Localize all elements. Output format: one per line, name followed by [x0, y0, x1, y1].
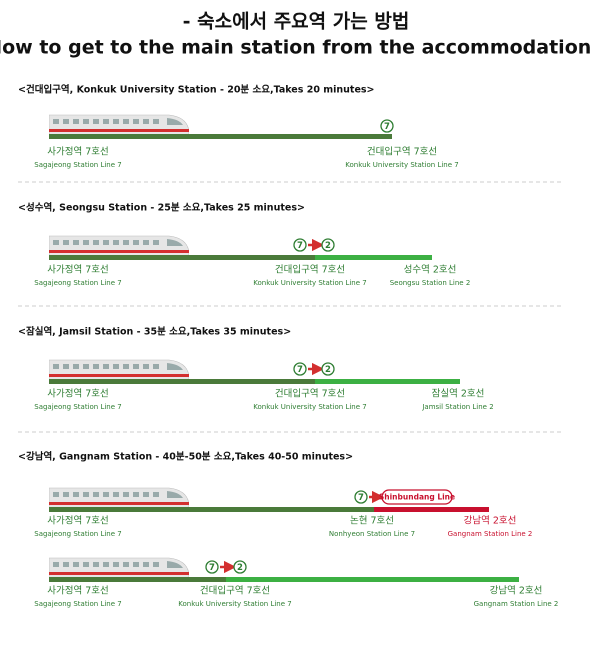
station-en: Sagajeong Station Line 7 [34, 530, 121, 538]
station-en: Nonhyeon Station Line 7 [329, 530, 415, 538]
badge: 7 [380, 119, 394, 133]
station-en: Sagajeong Station Line 7 [34, 403, 121, 411]
heading: <성수역, Seongsu Station - 25분 소요,Takes 25 … [18, 202, 305, 214]
station-ko: 건대입구역 7호선 [275, 388, 345, 400]
heading: <건대입구역, Konkuk University Station - 20분 … [18, 84, 375, 96]
badge: 7 [293, 362, 307, 376]
badge-label: 7 [358, 493, 364, 503]
title: - 숙소에서 주요역 가는 방법 [183, 11, 410, 33]
heading: <강남역, Gangnam Station - 40분-50분 소요,Takes… [18, 451, 353, 463]
station-ko: 건대입구역 7호선 [200, 585, 270, 597]
station-ko: 강남역 2호선 [490, 586, 543, 597]
heading: <잠실역, Jamsil Station - 35분 소요,Takes 35 m… [18, 326, 291, 338]
line-2 [226, 577, 519, 582]
line-shinbundang [374, 507, 489, 512]
station-en: Sagajeong Station Line 7 [34, 600, 121, 608]
station-en: Konkuk University Station Line 7 [345, 161, 458, 169]
station-ko: 사가정역 7호선 [47, 147, 109, 158]
badge: 7 [293, 238, 307, 252]
train [49, 235, 189, 256]
badge-pill: Shinbundang Line [379, 489, 455, 505]
station-ko: 논현 7호선 [350, 516, 394, 527]
station-ko: 건대입구역 7호선 [367, 146, 437, 158]
line-2 [315, 379, 460, 384]
station-ko: 사가정역 7호선 [47, 516, 109, 527]
badge-label: 7 [209, 563, 215, 573]
station-ko: 건대입구역 7호선 [275, 264, 345, 276]
line-7 [49, 379, 315, 384]
badge-label: 7 [297, 241, 303, 251]
line-7 [49, 577, 226, 582]
station-en: Jamsil Station Line 2 [421, 403, 493, 411]
station-ko: 사가정역 7호선 [47, 389, 109, 400]
station-en: Sagajeong Station Line 7 [34, 279, 121, 287]
line-2 [315, 255, 432, 260]
badge: 2 [321, 238, 335, 252]
station-en: Gangnam Station Line 2 [448, 530, 533, 538]
badge-label: 2 [325, 241, 331, 251]
line-7 [49, 255, 315, 260]
station-ko: 사가정역 7호선 [47, 265, 109, 276]
station-ko: 잠실역 2호선 [432, 389, 485, 400]
station-en: Konkuk University Station Line 7 [253, 279, 366, 287]
station-en: Konkuk University Station Line 7 [178, 600, 291, 608]
train [49, 359, 189, 380]
badge: 7 [354, 490, 368, 504]
station-ko: 강남역 2호선 [464, 516, 517, 527]
badge: 7 [205, 560, 219, 574]
train [49, 114, 189, 135]
badge-label: 7 [384, 122, 390, 132]
train [49, 487, 189, 508]
station-en: Konkuk University Station Line 7 [253, 403, 366, 411]
train [49, 557, 189, 578]
badge-label: 2 [237, 563, 243, 573]
badge-label: 2 [325, 365, 331, 375]
station-en: Seongsu Station Line 2 [390, 279, 471, 287]
badge: 2 [321, 362, 335, 376]
line-7 [49, 134, 392, 139]
title: How to get to the main station from the … [0, 37, 592, 59]
station-en: Sagajeong Station Line 7 [34, 161, 121, 169]
line-7 [49, 507, 374, 512]
station-ko: 성수역 2호선 [404, 265, 457, 276]
badge-label: Shinbundang Line [379, 493, 455, 502]
badge-label: 7 [297, 365, 303, 375]
station-en: Gangnam Station Line 2 [474, 600, 559, 608]
badge: 2 [233, 560, 247, 574]
station-ko: 사가정역 7호선 [47, 586, 109, 597]
